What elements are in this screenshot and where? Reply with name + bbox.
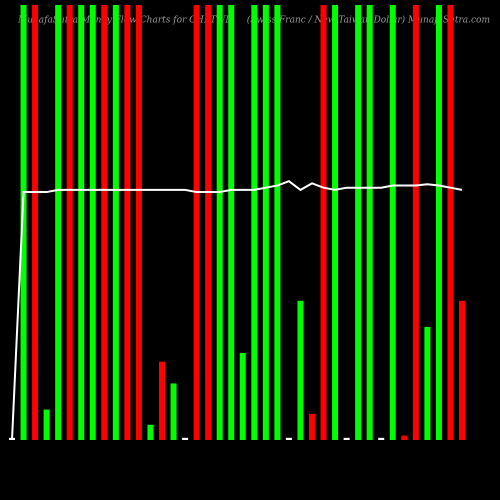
bar <box>320 5 327 440</box>
bar <box>389 5 396 440</box>
bar <box>112 5 119 440</box>
bar <box>43 409 50 440</box>
bar <box>343 437 350 440</box>
bar <box>378 437 385 440</box>
bar <box>355 5 362 440</box>
bar <box>285 437 292 440</box>
bar <box>55 5 62 440</box>
bar <box>32 5 39 440</box>
bar <box>447 5 454 440</box>
bar <box>66 5 73 440</box>
bar <box>193 5 200 440</box>
bar <box>170 383 177 440</box>
bar <box>297 300 304 440</box>
bar <box>366 5 373 440</box>
bar <box>147 424 154 440</box>
bar <box>20 5 27 440</box>
bar <box>309 413 315 440</box>
bar <box>78 5 85 440</box>
bar <box>412 5 419 440</box>
bar <box>251 5 258 440</box>
bar <box>135 5 142 440</box>
bar <box>332 5 339 440</box>
bar <box>205 5 212 440</box>
bar <box>182 437 189 440</box>
bar <box>89 5 96 440</box>
bar <box>435 5 442 440</box>
bar <box>216 5 223 440</box>
price-line <box>11 180 463 441</box>
bar <box>424 326 431 440</box>
bar <box>401 435 408 440</box>
bar <box>262 5 269 440</box>
bar <box>228 5 235 440</box>
bar <box>159 361 165 440</box>
bar <box>101 5 108 440</box>
bar <box>124 5 131 440</box>
bar <box>459 300 465 440</box>
bar <box>274 5 281 440</box>
bar <box>239 353 246 440</box>
